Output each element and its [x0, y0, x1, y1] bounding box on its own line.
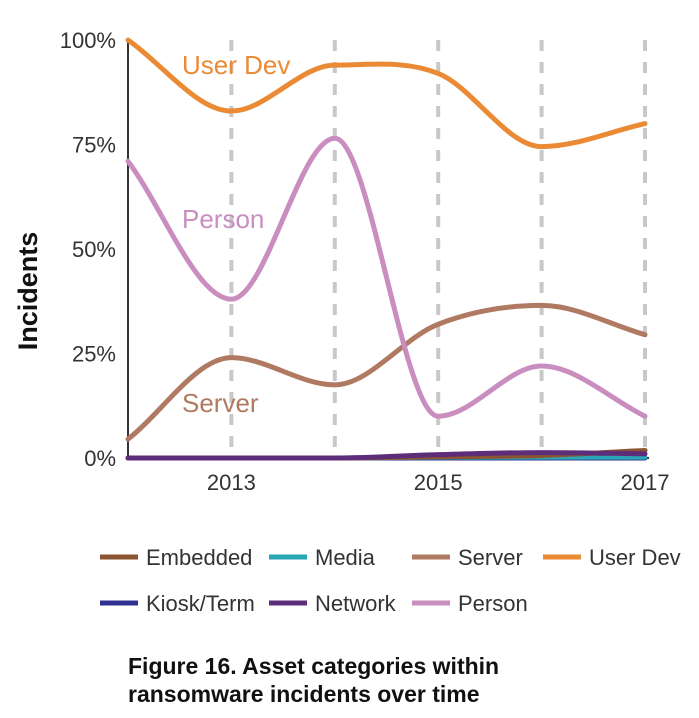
x-tick-label: 2015 [414, 470, 463, 495]
series-line-network [125, 450, 648, 461]
legend: Embedded Media Server User Dev Kiosk/Term Net… [100, 545, 681, 616]
legend-label-media: Media [315, 545, 376, 570]
y-axis-label: Incidents [13, 232, 43, 351]
annotation-person: Person [182, 204, 264, 234]
annotation-user-dev: User Dev [182, 50, 290, 80]
caption-line-1: Figure 16. Asset categories within [128, 653, 500, 679]
y-tick-label: 25% [72, 342, 116, 367]
grid-lines [229, 40, 647, 458]
annotation-server: Server [182, 388, 259, 418]
caption-line-2: ransomware incidents over time [128, 681, 480, 707]
legend-label-kiosk-term: Kiosk/Term [146, 591, 255, 616]
series-lines [125, 37, 648, 461]
y-tick-label: 75% [72, 133, 116, 158]
legend-label-network: Network [315, 591, 397, 616]
line-chart: 0% 25% 50% 75% 100% 2013 2015 2017 Incidents Use… [13, 28, 681, 616]
axes: 0% 25% 50% 75% 100% 2013 2015 2017 Incidents [13, 28, 669, 495]
y-tick-label: 0% [84, 446, 116, 471]
legend-label-server: Server [458, 545, 523, 570]
y-tick-label: 50% [72, 237, 116, 262]
legend-label-user-dev: User Dev [589, 545, 681, 570]
y-tick-label: 100% [60, 28, 116, 53]
annotations: User Dev Person Server [182, 50, 290, 418]
figure-caption: Figure 16. Asset categories within ranso… [128, 652, 688, 708]
legend-label-person: Person [458, 591, 528, 616]
x-tick-label: 2013 [207, 470, 256, 495]
series-line-server [125, 302, 648, 442]
series-line-person [125, 135, 648, 419]
legend-label-embedded: Embedded [146, 545, 252, 570]
x-tick-label: 2017 [621, 470, 670, 495]
series-line-user-dev [125, 37, 648, 150]
